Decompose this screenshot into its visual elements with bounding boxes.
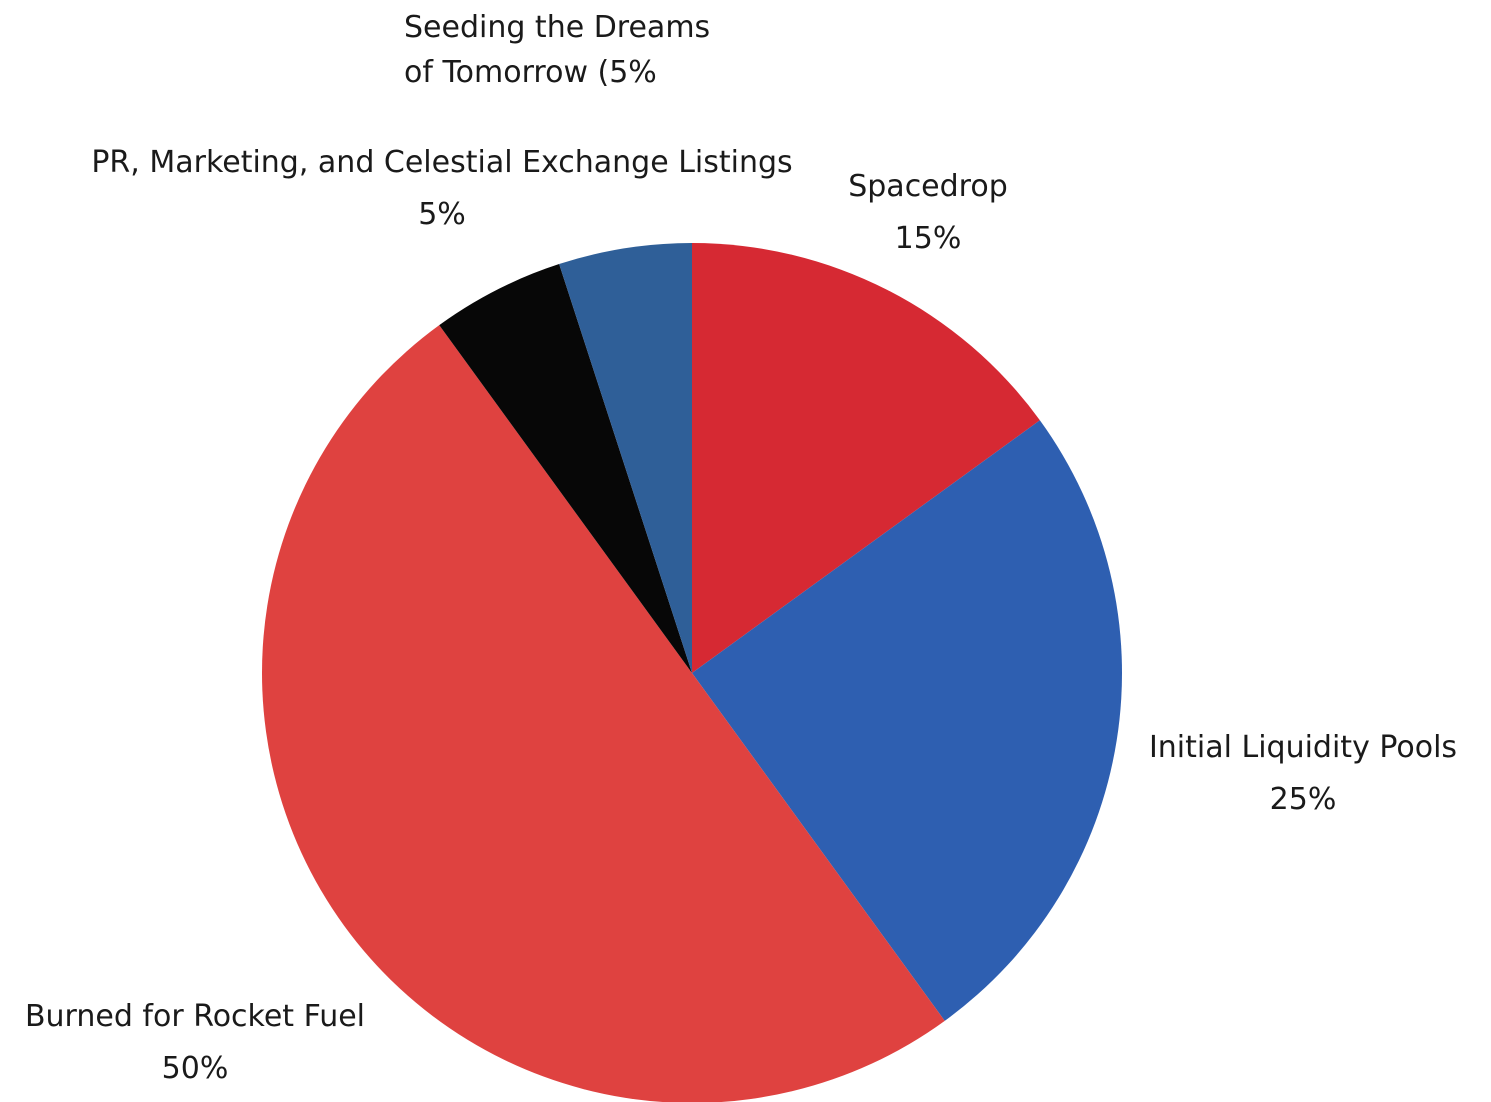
slice-label-3: Burned for Rocket Fuel 50% bbox=[25, 999, 365, 1086]
slice-name-label: Burned for Rocket Fuel bbox=[25, 999, 365, 1034]
pie-slice-5 bbox=[559, 243, 692, 673]
pie-slices bbox=[262, 243, 1123, 1102]
pie-labels: Spacedrop 15% Initial Liquidity Pools 25% Bu… bbox=[25, 10, 1457, 1086]
pie-slice-3 bbox=[262, 325, 945, 1102]
pie-slice-2 bbox=[692, 420, 1123, 1021]
slice-name-label: PR, Marketing, and Celestial Exchange Li… bbox=[91, 145, 792, 180]
slice-value-label: 15% bbox=[895, 221, 962, 256]
pie-slice-4 bbox=[439, 264, 692, 673]
slice-name-label: Spacedrop bbox=[848, 169, 1008, 204]
slice-name-label: Seeding the Dreams bbox=[404, 10, 710, 45]
slice-value-label: 50% bbox=[162, 1051, 229, 1086]
pie-slice-1 bbox=[692, 243, 1040, 673]
slice-value-label: 25% bbox=[1270, 782, 1337, 817]
slice-value-label: 5% bbox=[418, 197, 466, 232]
slice-name-label: Initial Liquidity Pools bbox=[1149, 730, 1457, 765]
slice-label-4: PR, Marketing, and Celestial Exchange Li… bbox=[91, 145, 792, 232]
slice-label-2: Initial Liquidity Pools 25% bbox=[1149, 730, 1457, 817]
slice-label-1: Spacedrop 15% bbox=[848, 169, 1008, 256]
slice-label-5: Seeding the Dreams of Tomorrow (5% bbox=[404, 10, 710, 90]
slice-name-label: of Tomorrow (5% bbox=[404, 55, 657, 90]
